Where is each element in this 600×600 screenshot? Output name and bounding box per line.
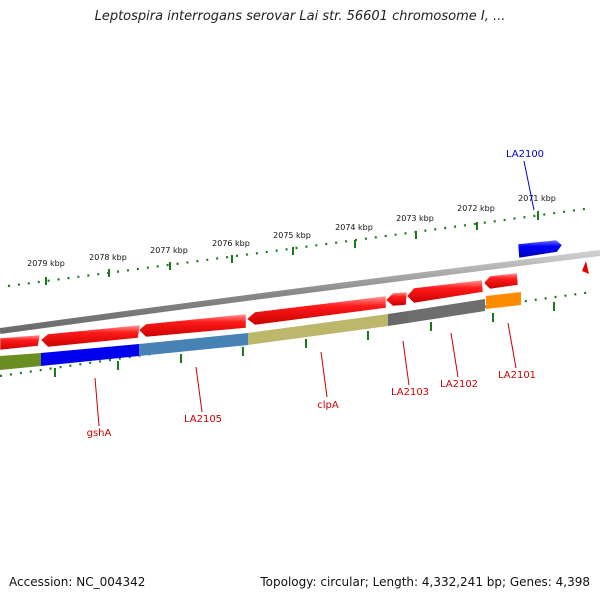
cog-segment[interactable] [388, 311, 408, 326]
scale-label: 2074 kbp [335, 223, 373, 232]
gene-label-clpa[interactable]: clpA [317, 400, 339, 411]
accession-label: Accession: NC_004342 [9, 575, 146, 589]
topology-label: Topology: circular; Length: 4,332,241 bp… [260, 575, 590, 589]
map-title: Leptospira interrogans serovar Lai str. … [94, 9, 506, 24]
gene-track-red [0, 261, 589, 351]
gene-arrow[interactable] [246, 295, 387, 326]
gene-arrow[interactable] [406, 279, 484, 304]
gene-arrow[interactable] [40, 324, 141, 348]
inner-tick [242, 347, 244, 356]
gene-label-la2101[interactable]: LA2101 [498, 370, 536, 381]
cog-segment[interactable] [0, 353, 41, 370]
gene-arrow[interactable] [0, 334, 41, 351]
leader-line-forward [523, 160, 535, 211]
gene-arrow[interactable] [483, 272, 519, 290]
cog-segment[interactable] [139, 333, 248, 356]
leader-line [320, 351, 328, 398]
outer-tick [231, 255, 233, 263]
leader-line [94, 377, 100, 427]
gene-label-la2105[interactable]: LA2105 [184, 414, 222, 425]
leader-line [507, 322, 517, 369]
inner-tick [117, 361, 119, 370]
cog-track [0, 292, 521, 370]
outer-tick [292, 247, 294, 255]
inner-tick [305, 339, 307, 348]
gene-label-la2100[interactable]: LA2100 [506, 149, 544, 160]
outer-tick [415, 231, 417, 239]
inner-tick [430, 322, 432, 331]
inner-tick [180, 354, 182, 363]
inner-tick [492, 313, 494, 322]
outer-tick [45, 277, 47, 285]
genome-backbone [0, 250, 600, 334]
gene-label-la2102[interactable]: LA2102 [440, 379, 478, 390]
cog-segment[interactable] [408, 299, 485, 323]
gene-label-la2103[interactable]: LA2103 [391, 387, 429, 398]
gene-arrow[interactable] [385, 291, 408, 307]
gene-leader-lines [94, 322, 517, 427]
scale-labels: 2079 kbp 2078 kbp 2077 kbp 2076 kbp 2075… [27, 194, 556, 268]
scale-label: 2073 kbp [396, 214, 434, 223]
scale-label: 2078 kbp [89, 253, 127, 262]
scale-label: 2076 kbp [212, 239, 250, 248]
outer-tick [537, 211, 539, 220]
gene-arrow[interactable] [138, 313, 247, 338]
scale-label: 2072 kbp [457, 204, 495, 213]
gene-labels: gshA LA2105 clpA LA2103 LA2102 LA2101 LA… [87, 149, 544, 439]
outer-tick [169, 262, 171, 270]
outer-tick [108, 269, 110, 277]
cog-segment[interactable] [486, 292, 521, 309]
scale-label: 2071 kbp [518, 194, 556, 203]
outer-major-ticks [45, 211, 539, 285]
scale-label: 2075 kbp [273, 231, 311, 240]
cog-segment[interactable] [248, 314, 388, 345]
leader-line [402, 340, 410, 386]
cog-segment[interactable] [41, 344, 139, 366]
leader-line [195, 366, 203, 413]
gene-arrow-forward[interactable] [517, 239, 563, 259]
leader-line [450, 332, 459, 378]
inner-tick [367, 331, 369, 340]
scale-label: 2077 kbp [150, 246, 188, 255]
outer-tick [354, 240, 356, 248]
gene-label-gsha[interactable]: gshA [87, 428, 112, 439]
outer-tick [476, 222, 478, 230]
inner-major-ticks [54, 302, 555, 377]
gene-arrow[interactable] [582, 261, 589, 274]
inner-tick [553, 302, 555, 311]
inner-tick [54, 368, 56, 377]
scale-label: 2079 kbp [27, 259, 65, 268]
